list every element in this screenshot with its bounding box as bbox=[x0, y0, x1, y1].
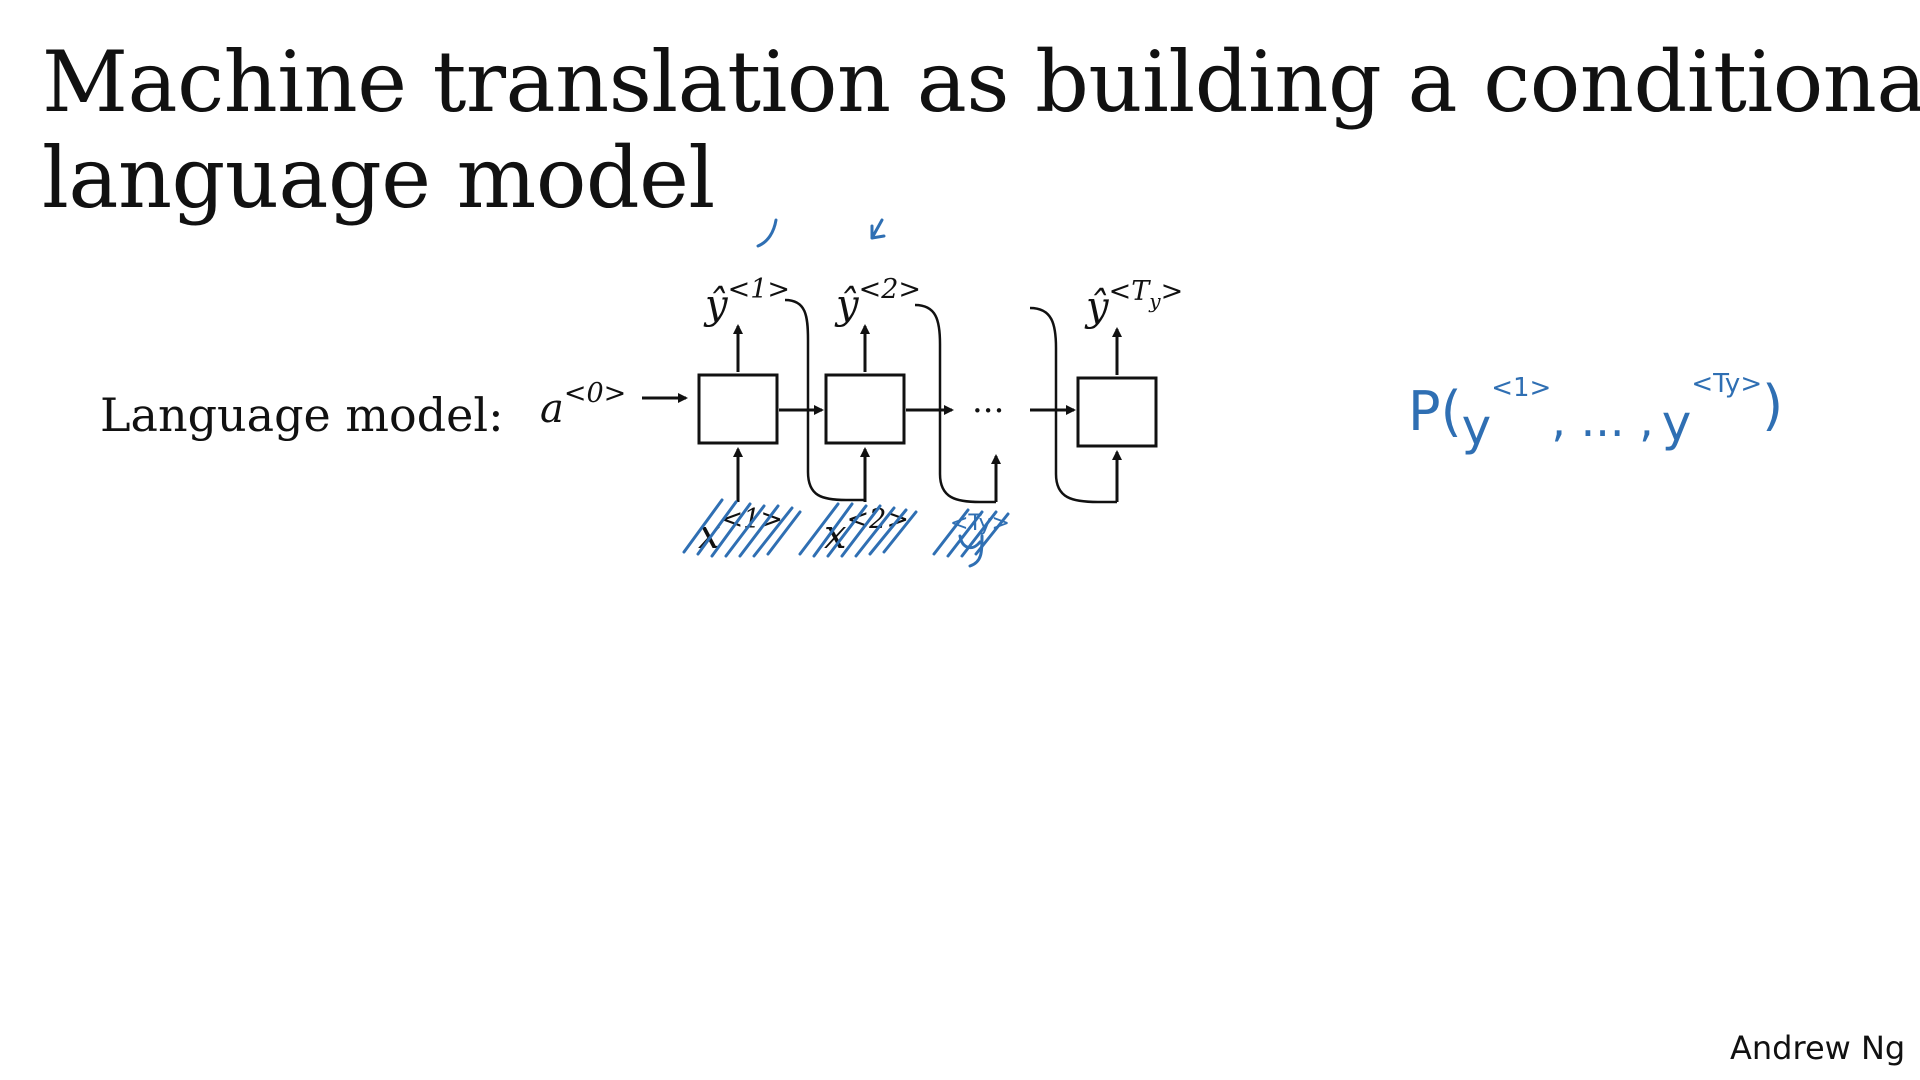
rnn-cell-3 bbox=[1076, 376, 1158, 448]
feedback-curve-1 bbox=[784, 298, 866, 502]
output-label-1: ŷ<1> bbox=[703, 274, 790, 328]
output-label-3: ŷ<Ty> bbox=[1084, 276, 1183, 330]
feedback-curve-3 bbox=[1029, 306, 1117, 504]
sequence-ellipsis: ··· bbox=[972, 391, 1004, 431]
probability-var-2: y bbox=[1662, 394, 1692, 452]
check-mark-1 bbox=[756, 218, 778, 248]
probability-separator: , ... , bbox=[1551, 393, 1653, 447]
crossed-input-3-label: <Ty> bbox=[950, 511, 1010, 536]
language-model-label: Language model: bbox=[100, 388, 504, 442]
input-label-2: x<2> bbox=[824, 504, 909, 558]
cross-out-input-1 bbox=[682, 498, 802, 558]
output-label-2: ŷ<2> bbox=[834, 274, 921, 328]
probability-expression: P(y<1>, ... , y<Ty>) bbox=[1408, 369, 1783, 456]
rnn-cell-2 bbox=[824, 373, 906, 445]
probability-sup-1: <1> bbox=[1491, 373, 1551, 403]
handwritten-annotations: <Ty> P(y<1>, ... , y<Ty>) bbox=[682, 218, 1783, 568]
cross-out-input-2 bbox=[798, 502, 918, 558]
crossed-input-3-y bbox=[958, 534, 984, 568]
rnn-cell-1 bbox=[697, 373, 779, 445]
slide-title-line-2: language model bbox=[42, 129, 715, 227]
feedback-curve-2 bbox=[914, 303, 996, 504]
check-mark-2 bbox=[870, 218, 886, 240]
probability-var-1: y bbox=[1462, 398, 1492, 456]
author-credit: Andrew Ng bbox=[1730, 1029, 1906, 1067]
probability-prefix: P( bbox=[1408, 380, 1462, 443]
probability-sup-2: <Ty> bbox=[1691, 369, 1762, 399]
slide-title-line-1: Machine translation as building a condit… bbox=[42, 33, 1920, 131]
probability-suffix: ) bbox=[1762, 374, 1783, 437]
initial-activation-label: a<0> bbox=[540, 378, 626, 432]
initial-activation-base: a bbox=[540, 386, 564, 432]
initial-activation-superscript: <0> bbox=[564, 378, 626, 409]
cross-out-input-3 bbox=[932, 508, 1010, 558]
